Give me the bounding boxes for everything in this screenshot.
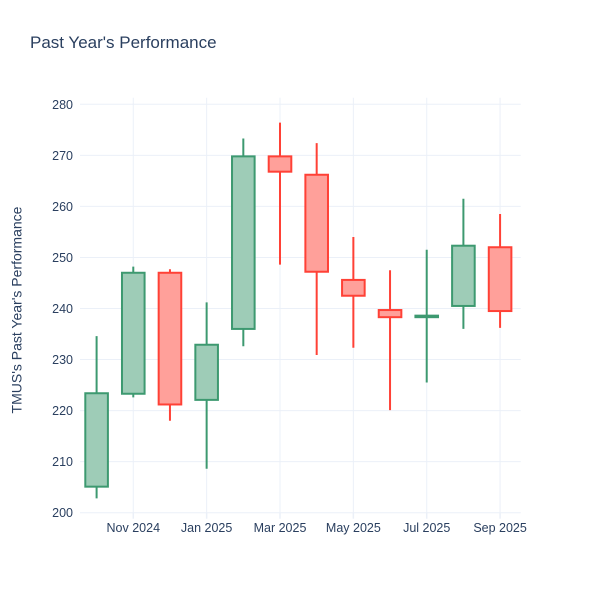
candle-body [231,155,256,330]
candle-body [487,246,513,313]
candle-body [341,278,366,297]
candle[interactable] [231,138,256,347]
candle-body [267,155,293,173]
candle[interactable] [414,249,440,383]
candle[interactable] [377,270,403,411]
y-tick-label: 200 [52,506,73,520]
candle[interactable] [84,336,109,499]
x-tick-label: Jul 2025 [403,521,450,535]
y-tick-label: 240 [52,302,73,316]
candle[interactable] [304,143,329,355]
candle-body [157,271,183,406]
x-tick-label: May 2025 [326,521,381,535]
candle[interactable] [267,122,293,265]
y-tick-label: 260 [52,200,73,214]
candle-body [194,343,219,401]
y-tick-label: 220 [52,404,73,418]
y-tick-label: 280 [52,98,73,112]
y-tick-label: 230 [52,353,73,367]
y-tick-label: 270 [52,149,73,163]
y-tick-label: 210 [52,455,73,469]
candle-body [84,392,109,488]
candle[interactable] [341,237,366,348]
x-tick-label: Sep 2025 [473,521,527,535]
candle[interactable] [157,269,183,421]
chart-title: Past Year's Performance [30,33,217,52]
x-tick-label: Jan 2025 [181,521,232,535]
x-tick-label: Mar 2025 [254,521,307,535]
candle[interactable] [194,302,219,469]
y-tick-label: 250 [52,251,73,265]
candle[interactable] [487,214,513,328]
candle[interactable] [451,198,476,329]
candle-body [414,314,440,319]
x-tick-label: Nov 2024 [107,521,161,535]
candle-body [304,173,329,273]
candle-body [120,271,146,395]
candle-body [377,309,403,319]
candle[interactable] [120,266,146,398]
candle-body [451,244,476,307]
